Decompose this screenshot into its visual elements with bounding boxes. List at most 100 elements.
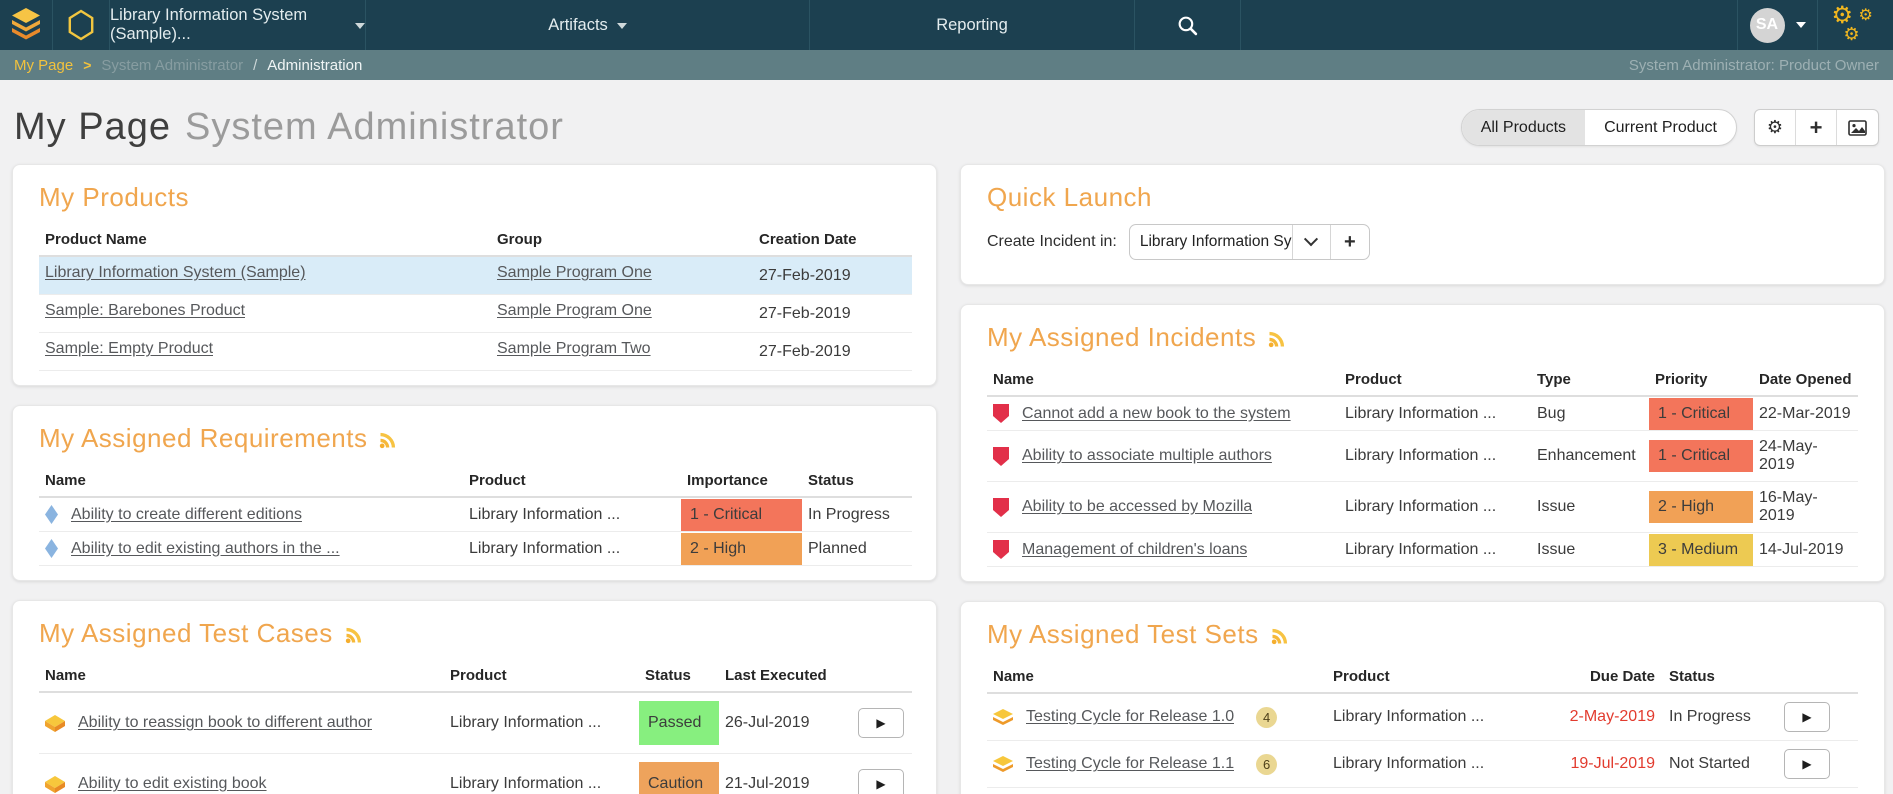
table-row: Ability to reassign book to different au… (39, 692, 912, 754)
system-settings-button[interactable]: ⚙ ⚙ ⚙ (1818, 0, 1893, 50)
product-cell: Library Information ... (444, 692, 639, 754)
test-case-gem-icon (45, 714, 65, 732)
product-link[interactable]: Library Information System (Sample) (45, 264, 306, 281)
test-cases-table: Name Product Status Last Executed Abilit… (39, 660, 912, 794)
product-cell: Library Information ... (444, 753, 639, 794)
reporting-menu[interactable]: Reporting (810, 0, 1135, 50)
status-cell: In Progress (1663, 693, 1775, 741)
widget-title: My Assigned Incidents (987, 322, 1858, 353)
product-cell: Library Information ... (1327, 693, 1487, 741)
product-selector-menu[interactable]: Library Information System (Sample)... (110, 0, 366, 50)
test-case-link[interactable]: Ability to reassign book to different au… (78, 714, 373, 731)
execute-test-button[interactable]: ▶ (858, 769, 904, 794)
priority-badge: 1 - Critical (1649, 440, 1753, 472)
col-importance: Importance (681, 465, 802, 498)
due-date-cell: 2-May-2019 (1487, 693, 1663, 741)
plus-icon: + (1809, 114, 1823, 140)
incident-link[interactable]: Ability to associate multiple authors (1022, 447, 1272, 464)
incident-link[interactable]: Cannot add a new book to the system (1022, 404, 1291, 422)
execution-status-badge: Passed (639, 701, 719, 745)
my-products-widget: My Products Product Name Group Creation … (12, 164, 937, 386)
gears-icon: ⚙ ⚙ ⚙ (1831, 2, 1873, 44)
execute-test-set-button[interactable]: ▶ (1784, 749, 1830, 779)
widget-title-text: My Products (39, 182, 189, 212)
execute-test-set-button[interactable]: ▶ (1784, 702, 1830, 732)
status-cell: Planned (802, 531, 912, 566)
breadcrumb-my-page-link[interactable]: My Page (14, 56, 74, 74)
my-assigned-test-cases-widget: My Assigned Test Cases Name Product Stat… (12, 600, 937, 794)
my-assigned-requirements-widget: My Assigned Requirements Name Product Im… (12, 405, 937, 581)
create-incident-button[interactable]: + (1331, 225, 1369, 259)
nav-spacer (1241, 0, 1738, 50)
requirement-diamond-icon (45, 539, 58, 558)
requirement-link[interactable]: Ability to create different editions (71, 505, 302, 523)
execute-test-button[interactable]: ▶ (858, 708, 904, 738)
play-icon: ▶ (876, 716, 886, 730)
page-settings-buttons: ⚙ + (1754, 109, 1879, 146)
col-due-date: Due Date (1487, 661, 1663, 694)
test-case-link[interactable]: Ability to edit existing book (78, 775, 267, 792)
incident-shield-icon (993, 497, 1009, 517)
priority-badge: 2 - High (1649, 491, 1753, 523)
test-set-link[interactable]: Testing Cycle for Release 1.1 (1026, 755, 1235, 772)
breadcrumb-administration-link[interactable]: Administration (267, 56, 363, 74)
play-icon: ▶ (1802, 757, 1812, 771)
group-link[interactable]: Sample Program One (497, 264, 652, 281)
rss-feed-icon[interactable] (344, 625, 364, 645)
group-link[interactable]: Sample Program Two (497, 340, 651, 357)
page-header: My Page System Administrator All Product… (0, 80, 1893, 149)
header-row: Name Product Importance Status (39, 465, 912, 498)
incident-product-select[interactable]: Library Information System (1130, 225, 1293, 259)
last-executed-cell: 26-Jul-2019 (719, 692, 852, 754)
incident-shield-icon (993, 446, 1009, 466)
workspace-hexagon-button[interactable] (53, 0, 110, 50)
col-actions (852, 660, 912, 693)
incident-shield-icon (993, 540, 1009, 559)
breadcrumb-slash: / (253, 56, 258, 74)
table-row: Testing Cycle for Release 1.0 4 Library … (987, 693, 1858, 741)
table-row: Ability to associate multiple authors Li… (987, 430, 1858, 482)
col-name: Name (987, 364, 1339, 397)
incident-link[interactable]: Ability to be accessed by Mozilla (1022, 498, 1253, 515)
select-dropdown-button[interactable] (1293, 225, 1331, 259)
layout-button[interactable] (1837, 110, 1878, 145)
search-button[interactable] (1135, 0, 1241, 50)
artifacts-menu[interactable]: Artifacts (366, 0, 810, 50)
add-widget-button[interactable]: + (1796, 110, 1837, 145)
user-menu[interactable]: SA (1738, 0, 1818, 50)
product-link[interactable]: Sample: Barebones Product (45, 302, 246, 319)
avatar: SA (1749, 7, 1785, 43)
table-row: Ability to create different editions Lib… (39, 497, 912, 532)
group-link[interactable]: Sample Program One (497, 302, 652, 319)
page-settings-button[interactable]: ⚙ (1755, 110, 1796, 145)
table-row: Library Information System (Sample) Samp… (39, 256, 912, 295)
all-products-toggle[interactable]: All Products (1461, 110, 1586, 145)
stacked-layers-logo-icon (12, 8, 40, 40)
col-product: Product (463, 465, 681, 498)
incident-link[interactable]: Management of children's loans (1022, 540, 1248, 558)
col-name: Name (987, 661, 1327, 694)
col-product: Product (1339, 364, 1531, 397)
importance-badge: 2 - High (681, 532, 802, 565)
table-row: Cannot add a new book to the system Libr… (987, 396, 1858, 431)
test-set-layers-icon (993, 755, 1013, 772)
col-status: Status (802, 465, 912, 498)
col-date-opened: Date Opened (1753, 364, 1858, 397)
test-set-layers-icon (993, 708, 1013, 725)
date-opened-cell: 24-May-2019 (1753, 430, 1858, 482)
chevron-down-icon (1304, 232, 1319, 247)
test-sets-table: Name Product Due Date Status Testing Cyc… (987, 661, 1858, 788)
creation-date: 27-Feb-2019 (753, 332, 912, 371)
current-product-toggle[interactable]: Current Product (1604, 118, 1717, 136)
test-set-link[interactable]: Testing Cycle for Release 1.0 (1026, 708, 1235, 725)
requirement-diamond-icon (45, 505, 58, 524)
rss-feed-icon[interactable] (1270, 626, 1290, 646)
rss-feed-icon[interactable] (378, 430, 398, 450)
app-logo[interactable] (0, 0, 53, 50)
rss-feed-icon[interactable] (1267, 329, 1287, 349)
widget-title: My Assigned Test Sets (987, 619, 1858, 650)
widget-title: My Assigned Requirements (39, 423, 910, 454)
requirement-link[interactable]: Ability to edit existing authors in the … (71, 539, 340, 557)
widget-title: My Products (39, 182, 910, 213)
product-link[interactable]: Sample: Empty Product (45, 340, 214, 357)
